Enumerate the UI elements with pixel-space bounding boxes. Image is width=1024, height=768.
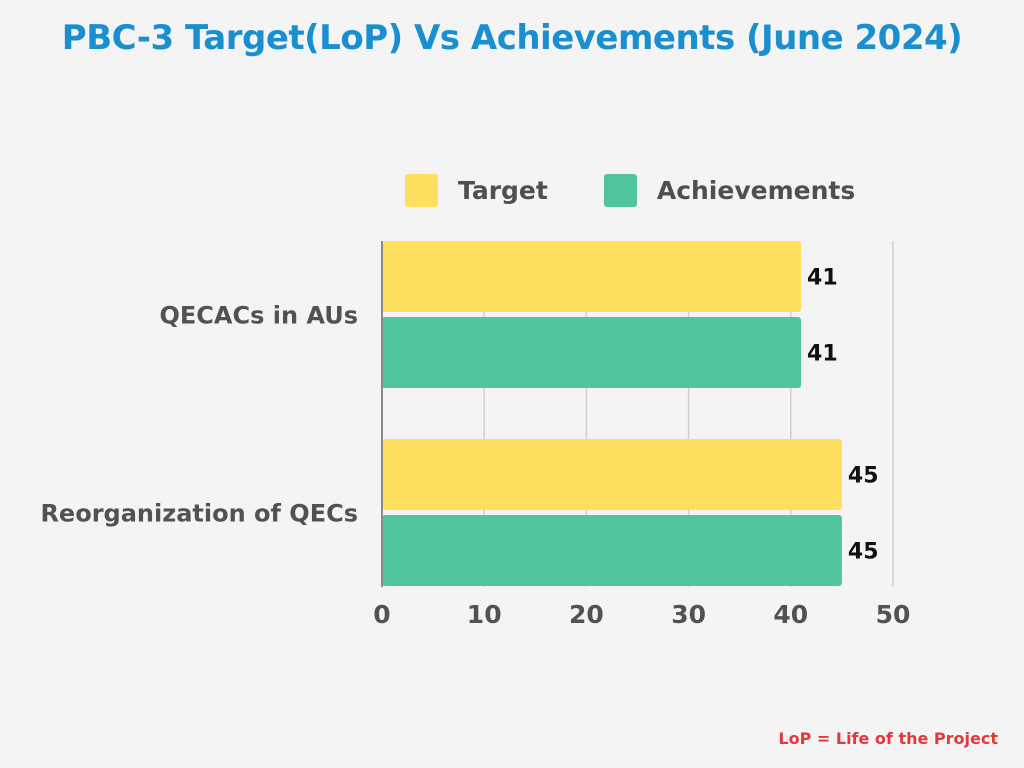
labels: 0 10 20 30 40 50 41 41 QECACs in AUs 45 45 Reorgani… — [40, 266, 910, 630]
x-tick-label-0: 0 — [373, 600, 390, 629]
value-label-achievements-1: 41 — [807, 342, 838, 367]
bars — [382, 241, 842, 586]
legend-label-target: Target — [458, 175, 548, 205]
x-tick-label-10: 10 — [467, 600, 502, 629]
bar-target-1 — [382, 241, 802, 312]
legend-item-achievements: Achievements — [603, 173, 856, 207]
legend-swatch-target — [405, 173, 438, 207]
category-label-2: Reorganization of QECs — [40, 500, 358, 528]
x-tick-label-40: 40 — [773, 600, 808, 629]
legend-item-target: Target — [405, 173, 548, 207]
value-label-target-2: 45 — [848, 464, 879, 489]
legend-swatch-achievements — [603, 173, 637, 207]
bar-achievements-2 — [382, 515, 842, 586]
bar-target-2 — [382, 439, 842, 510]
x-tick-label-20: 20 — [569, 600, 604, 629]
chart-title: PBC-3 Target(LoP) Vs Achievements (June … — [61, 18, 963, 58]
x-tick-label-50: 50 — [876, 600, 911, 629]
category-label-1: QECACs in AUs — [159, 302, 358, 330]
footnote: LoP = Life of the Project — [778, 729, 998, 748]
bar-achievements-1 — [382, 317, 802, 388]
x-tick-label-30: 30 — [671, 600, 706, 629]
value-label-target-1: 41 — [807, 266, 838, 291]
chart-legend: Target Achievements — [405, 172, 911, 208]
value-label-achievements-2: 45 — [848, 540, 879, 565]
legend-label-achievements: Achievements — [656, 175, 856, 205]
